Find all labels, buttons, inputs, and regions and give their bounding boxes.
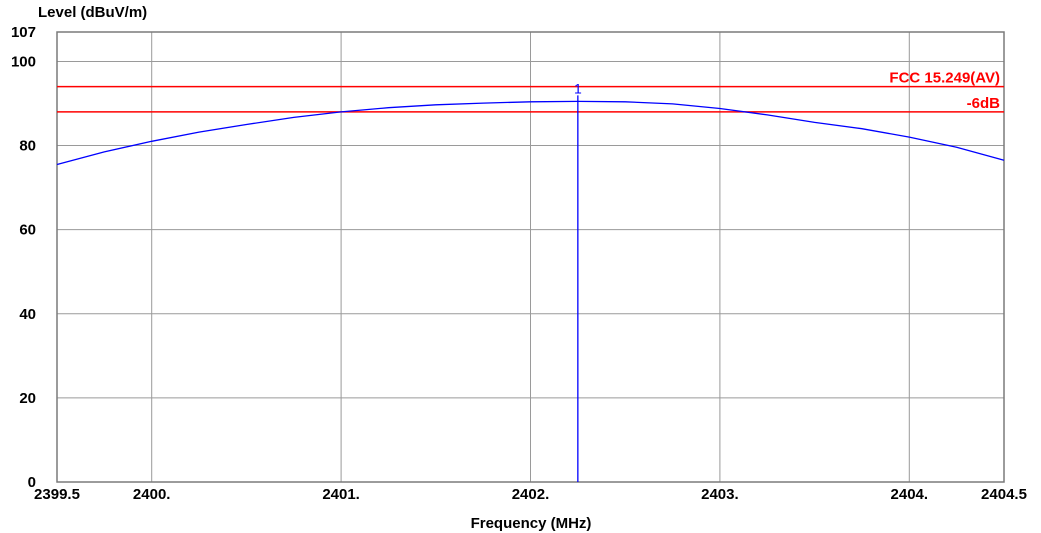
x-tick-label: 2404. — [891, 486, 929, 503]
y-tick-label: 100 — [11, 53, 36, 70]
tick-labels: 2399.5 2400. 2401. 2402. 2403. 2404. 2404.5 0 20… — [11, 24, 1027, 503]
x-tick-label: 2400. — [133, 486, 171, 503]
limit-line-label: FCC 15.249(AV) — [889, 70, 1000, 87]
x-tick-label: 2403. — [701, 486, 739, 503]
y-tick-label: 0 — [28, 474, 36, 491]
plot-frame — [56, 31, 1005, 483]
y-tick-label: 107 — [11, 24, 36, 41]
x-tick-label: 2401. — [322, 486, 360, 503]
y-axis-title: Level (dBuV/m) — [38, 4, 147, 21]
x-tick-label: 2404.5 — [981, 486, 1027, 503]
markers: 1 — [574, 80, 582, 482]
y-tick-label: 40 — [19, 306, 36, 323]
series-line — [56, 100, 1005, 166]
x-tick-label: 2402. — [512, 486, 550, 503]
x-axis-title: Frequency (MHz) — [471, 515, 592, 532]
y-tick-label: 80 — [19, 138, 36, 155]
limit-line-label: -6dB — [967, 95, 1001, 112]
x-tick-label: 2399.5 — [34, 486, 80, 503]
series — [56, 100, 1005, 166]
marker-label: 1 — [574, 80, 582, 96]
grid — [56, 31, 1005, 483]
y-tick-label: 60 — [19, 222, 36, 239]
limit-lines: FCC 15.249(AV) -6dB — [57, 70, 1004, 113]
y-tick-label: 20 — [19, 390, 36, 407]
